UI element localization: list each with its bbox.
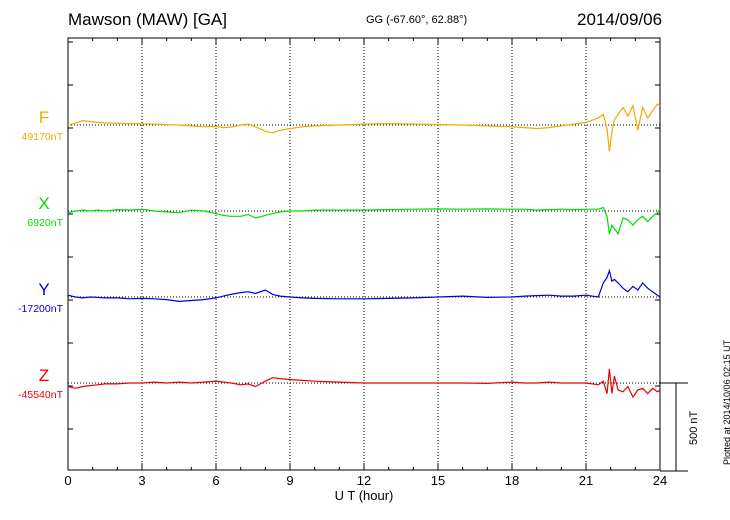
series-letter-z: Z xyxy=(39,366,49,385)
trace-x xyxy=(67,206,661,236)
series-letter-f: F xyxy=(39,108,49,127)
trace-y xyxy=(67,268,661,303)
baseline-value-x: 6920nT xyxy=(27,217,63,229)
x-tick-label: 18 xyxy=(505,473,519,488)
x-tick-label: 21 xyxy=(579,473,593,488)
chart-date: 2014/09/06 xyxy=(577,10,663,29)
x-tick-label: 0 xyxy=(64,473,71,488)
baseline-value-f: 49170nT xyxy=(22,131,64,143)
scale-bar-label: 500 nT xyxy=(688,410,700,445)
series-letter-x: X xyxy=(38,194,49,213)
geographic-coordinates: GG (-67.60°, 62.88°) xyxy=(366,14,468,26)
x-tick-label: 6 xyxy=(212,473,219,488)
x-tick-label: 12 xyxy=(357,473,371,488)
baseline-value-z: -45540nT xyxy=(18,389,64,401)
x-tick-label: 15 xyxy=(431,473,445,488)
plotted-timestamp: Plotted at 2014/10/06 02:15 UT xyxy=(722,339,730,465)
x-tick-label: 3 xyxy=(138,473,145,488)
station-title: Mawson (MAW) [GA] xyxy=(68,10,227,29)
x-tick-label: 24 xyxy=(653,473,667,488)
x-axis-label: U T (hour) xyxy=(335,488,394,503)
series-letter-y: Y xyxy=(38,280,49,299)
x-tick-label: 9 xyxy=(286,473,293,488)
trace-z xyxy=(67,368,661,399)
baseline-value-y: -17200nT xyxy=(18,303,64,315)
trace-f xyxy=(67,103,661,152)
